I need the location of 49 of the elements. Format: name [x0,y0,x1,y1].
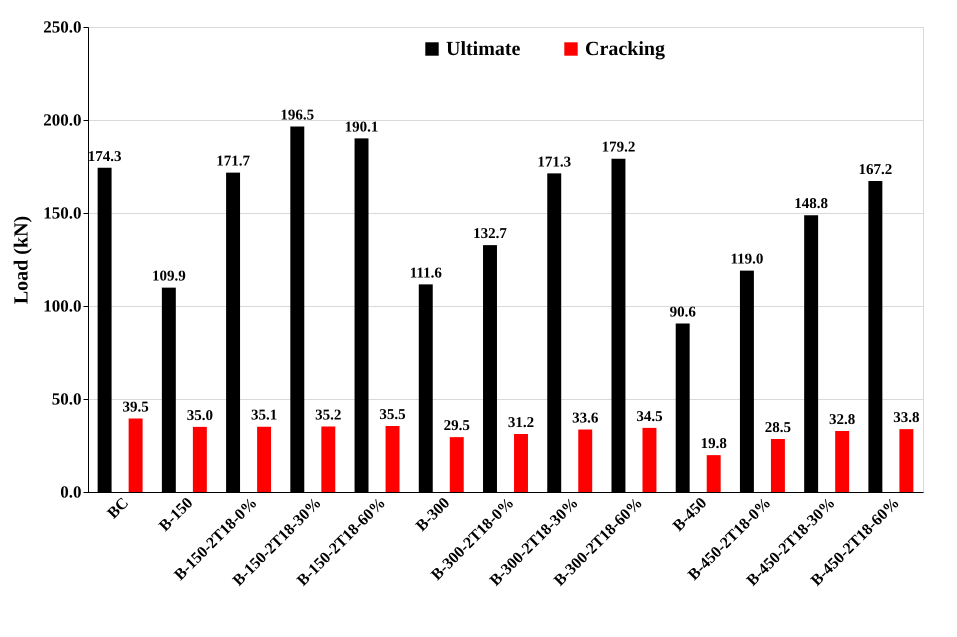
data-label: 179.2 [602,140,636,156]
data-label: 35.5 [379,406,406,423]
legend-label: Ultimate [446,38,521,60]
data-label: 111.6 [410,265,442,282]
data-label: 33.6 [572,410,599,427]
bar [386,426,400,492]
data-label: 35.2 [315,408,342,424]
bar [899,429,914,492]
data-label: 190.1 [344,119,378,136]
bar [192,426,207,492]
y-tick-label: 250.0 [43,18,82,36]
y-tick-label: 150.0 [43,204,82,222]
bar [578,430,592,492]
y-tick-label: 100.0 [43,296,82,316]
data-label: 109.9 [152,268,186,285]
bar [128,418,143,492]
bar [257,426,272,492]
y-tick-label: 0.0 [60,482,82,502]
data-label: 174.3 [88,148,122,165]
data-label: 31.2 [508,414,534,431]
data-label: 171.3 [537,154,572,170]
bar [450,437,464,492]
y-tick-label: 200.0 [43,110,82,130]
data-label: 167.2 [858,162,892,178]
data-label: 39.5 [122,400,149,416]
data-label: 35.0 [186,408,213,424]
data-label: 35.1 [250,408,278,424]
data-label: 32.8 [829,412,856,428]
bar [321,426,336,492]
legend-label: Cracking [585,38,665,60]
data-label: 34.5 [636,408,663,425]
bar [706,455,721,492]
y-tick-label: 50.0 [52,390,82,408]
data-label: 119.0 [730,252,764,268]
data-label: 132.7 [473,226,508,242]
data-label: 196.5 [280,108,314,124]
bar [514,434,528,492]
bar [835,430,850,492]
bar [770,438,785,492]
data-label: 33.8 [893,410,920,426]
data-label: 171.7 [216,154,250,170]
data-label: 19.8 [700,436,727,452]
y-axis-title: Load (kN) [10,216,32,304]
bar [642,428,656,492]
data-label: 148.8 [794,196,828,212]
data-label: 28.5 [764,420,792,436]
x-tick-label: BC [104,494,132,522]
data-label: 29.5 [444,418,470,434]
data-label: 90.6 [670,304,696,320]
